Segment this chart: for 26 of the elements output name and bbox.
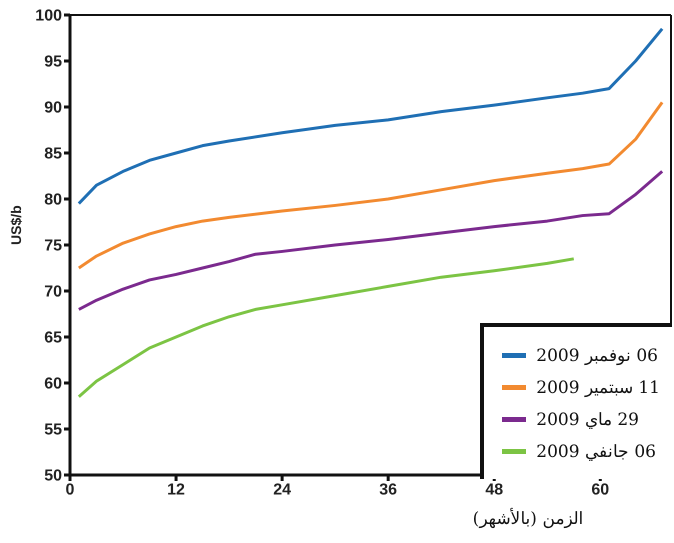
y-tick-label: 65 <box>44 330 62 347</box>
y-tick-label: 70 <box>44 284 62 301</box>
x-tick-label: 60 <box>591 481 610 498</box>
legend-label: 06 جانفي 2009 <box>536 440 656 462</box>
y-tick-label: 75 <box>44 238 62 255</box>
legend-label: 06 نوفمبر 2009 <box>536 344 658 366</box>
y-axis-title: US$/b <box>8 205 24 245</box>
x-axis-title: الزمن (بالأشهر) <box>472 508 584 529</box>
x-tick-label: 24 <box>273 481 292 498</box>
x-tick-label: 48 <box>485 481 504 498</box>
y-tick-label: 90 <box>44 100 62 117</box>
y-tick-label: 100 <box>35 8 62 25</box>
x-tick-label: 36 <box>379 481 398 498</box>
legend-label: 29 ماي 2009 <box>536 408 639 430</box>
y-tick-label: 55 <box>44 422 62 439</box>
y-tick-label: 85 <box>44 146 62 163</box>
line-series <box>77 170 664 311</box>
y-tick-label: 80 <box>44 192 62 209</box>
line-series <box>77 100 664 270</box>
line-series <box>77 27 664 206</box>
x-tick-label: 12 <box>167 481 186 498</box>
x-tick-label: 0 <box>66 481 75 498</box>
y-tick-label: 95 <box>44 54 62 71</box>
y-tick-label: 50 <box>44 468 62 485</box>
y-tick-label: 60 <box>44 376 62 393</box>
legend-label: 11 سبتمير 2009 <box>536 376 660 398</box>
